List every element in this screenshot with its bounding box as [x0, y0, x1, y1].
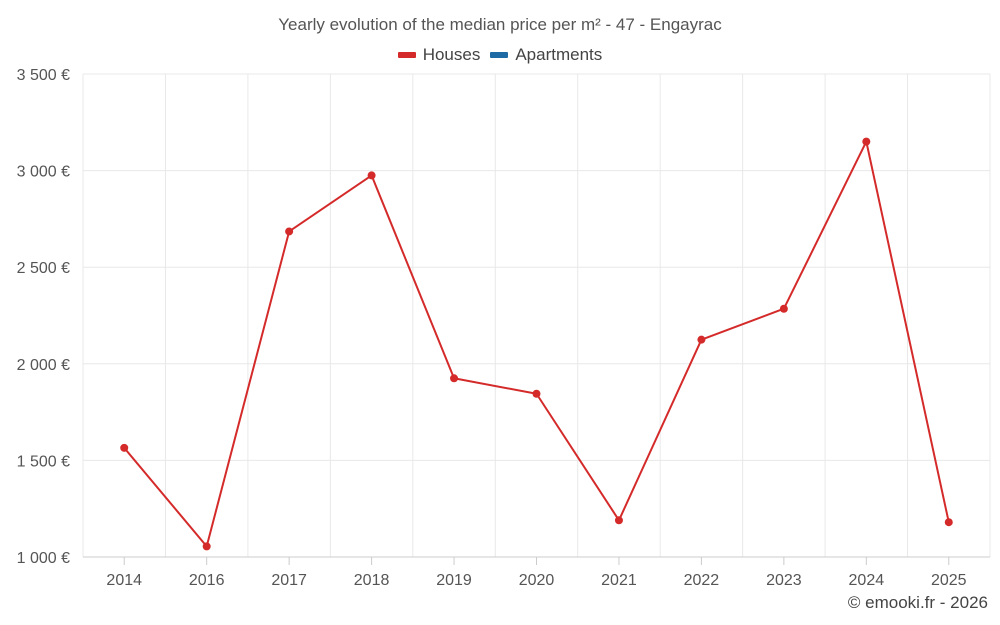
x-tick-label: 2016 [189, 572, 225, 589]
data-point [862, 137, 871, 146]
data-point [202, 542, 211, 551]
x-tick-label: 2021 [601, 572, 637, 589]
chart-axes: 1 000 € 1 500 € 2 000 € 2 500 € 3 000 € 3 500… [17, 67, 990, 589]
x-tick-label: 2017 [271, 572, 307, 589]
x-tick-label: 2020 [519, 572, 555, 589]
data-point [944, 518, 953, 527]
x-tick-label: 2022 [684, 572, 720, 589]
x-tick-label: 2023 [766, 572, 802, 589]
y-tick-label: 3 000 € [17, 164, 70, 181]
legend-label-apartments: Apartments [515, 45, 603, 64]
data-point [697, 335, 706, 344]
copyright-credit: © emooki.fr - 2026 [847, 593, 988, 612]
data-point [450, 374, 459, 383]
y-tick-label: 2 000 € [17, 357, 70, 374]
x-tick-label: 2018 [354, 572, 390, 589]
legend-swatch-houses [397, 52, 416, 58]
x-tick-label: 2019 [436, 572, 472, 589]
y-tick-label: 2 500 € [17, 260, 70, 277]
chart-legend: Houses Apartments [0, 45, 1000, 65]
legend-item-houses[interactable]: Houses [397, 45, 481, 65]
data-point [120, 443, 129, 452]
y-tick-label: 1 500 € [17, 453, 70, 470]
y-tick-label: 1 000 € [17, 550, 70, 567]
chart-title: Yearly evolution of the median price per… [278, 15, 722, 34]
chart-series [120, 137, 953, 551]
x-tick-label: 2024 [849, 572, 885, 589]
legend-swatch-apartments [490, 52, 509, 58]
data-point [367, 171, 376, 180]
legend-label-houses: Houses [422, 45, 481, 64]
legend-item-apartments[interactable]: Apartments [490, 45, 602, 65]
x-tick-label: 2014 [106, 572, 142, 589]
y-tick-label: 3 500 € [17, 67, 70, 84]
data-point [779, 304, 788, 313]
data-point [285, 227, 294, 236]
data-point [532, 389, 541, 398]
chart-grid [82, 73, 991, 557]
data-point [614, 516, 623, 525]
x-tick-label: 2025 [931, 572, 967, 589]
